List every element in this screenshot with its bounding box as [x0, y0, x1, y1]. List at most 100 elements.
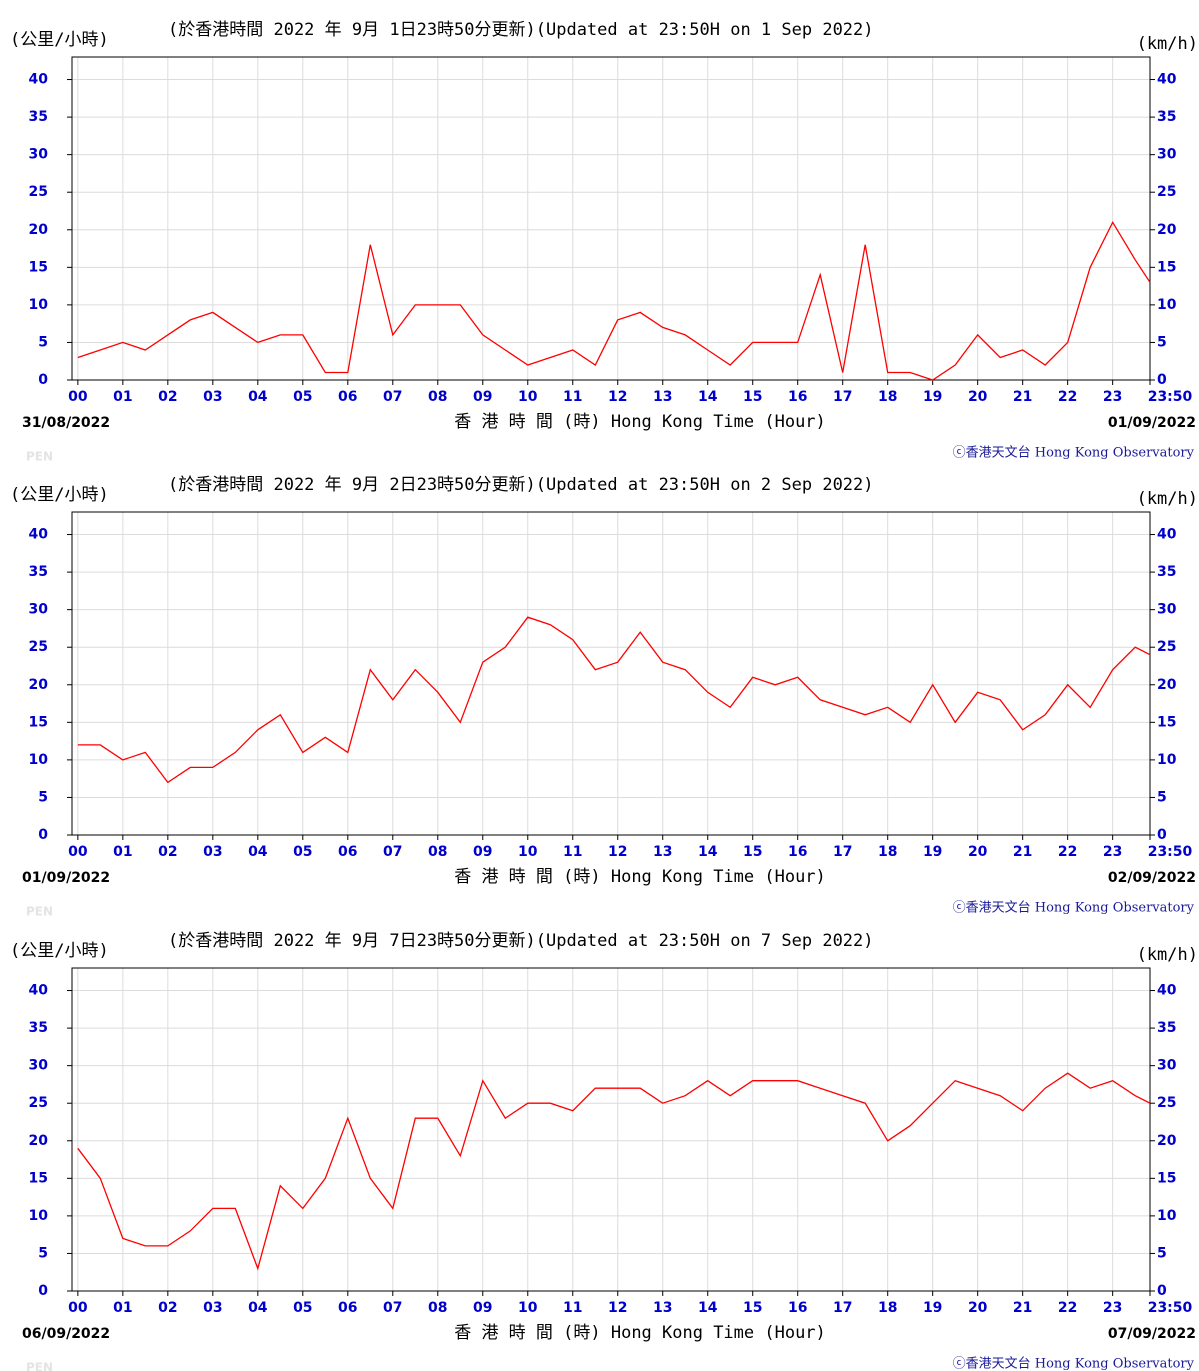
end-date: 02/09/2022: [1108, 870, 1196, 886]
x-tick-label: 07: [383, 389, 402, 405]
end-date: 01/09/2022: [1108, 415, 1196, 431]
plot-area: [72, 57, 1150, 380]
y-unit-left: (公里/小時): [10, 941, 109, 961]
x-tick-label: 20: [968, 1300, 988, 1316]
y-tick-label: 30: [29, 1058, 49, 1074]
x-tick-label: 09: [473, 1300, 492, 1316]
x-tick-label: 23:50: [1148, 389, 1193, 405]
x-tick-label: 09: [473, 844, 492, 860]
x-tick-label: 10: [518, 1300, 538, 1316]
x-tick-label: 01: [113, 1300, 132, 1316]
y-tick-label: 10: [29, 297, 49, 313]
y-tick-label: 35: [29, 1020, 48, 1036]
x-tick-label: 17: [833, 1300, 852, 1316]
chart-title: (於香港時間 2022 年 9月 2日23時50分更新)(Updated at …: [168, 475, 874, 495]
chart-title: (於香港時間 2022 年 9月 1日23時50分更新)(Updated at …: [168, 20, 874, 40]
x-tick-label: 06: [338, 844, 357, 860]
x-tick-label: 06: [338, 389, 357, 405]
x-tick-label: 13: [653, 1300, 672, 1316]
x-tick-label: 22: [1058, 389, 1077, 405]
x-axis-label: 香 港 時 間 (時) Hong Kong Time (Hour): [454, 412, 826, 432]
y-tick-label: 20: [29, 1133, 49, 1149]
y-tick-label: 40: [29, 983, 49, 999]
x-axis-label: 香 港 時 間 (時) Hong Kong Time (Hour): [454, 867, 826, 887]
x-tick-label: 15: [743, 389, 762, 405]
x-tick-label: 01: [113, 389, 132, 405]
x-tick-label: 05: [293, 844, 312, 860]
y2-tick-label: 10: [1157, 297, 1177, 313]
x-tick-label: 08: [428, 844, 447, 860]
y2-tick-label: 15: [1157, 259, 1176, 275]
x-tick-label: 22: [1058, 1300, 1077, 1316]
x-tick-label: 14: [698, 389, 718, 405]
x-tick-label: 08: [428, 389, 447, 405]
x-tick-label: 02: [158, 1300, 177, 1316]
credit: ⓒ香港天文台 Hong Kong Observatory: [953, 901, 1195, 916]
y2-tick-label: 40: [1157, 72, 1177, 88]
y2-tick-label: 5: [1157, 789, 1167, 805]
y2-tick-label: 30: [1157, 1058, 1177, 1074]
x-tick-label: 00: [68, 389, 88, 405]
y-tick-label: 15: [29, 714, 48, 730]
plot-border: [71, 511, 1151, 836]
x-tick-label: 14: [698, 1300, 718, 1316]
y-tick-label: 10: [29, 752, 49, 768]
y2-tick-label: 5: [1157, 1245, 1167, 1261]
x-tick-label: 03: [203, 389, 222, 405]
wind-line: [77, 616, 1151, 784]
y2-tick-label: 10: [1157, 1208, 1177, 1224]
x-tick-label: 23: [1103, 844, 1122, 860]
y2-tick-label: 20: [1157, 1133, 1177, 1149]
x-tick-label: 03: [203, 1300, 222, 1316]
x-tick-label: 14: [698, 844, 718, 860]
x-tick-label: 07: [383, 1300, 402, 1316]
y2-tick-label: 35: [1157, 564, 1176, 580]
plot-area: [72, 968, 1150, 1291]
x-tick-label: 16: [788, 1300, 807, 1316]
x-tick-label: 19: [923, 1300, 942, 1316]
x-tick-label: 16: [788, 844, 807, 860]
plot-border: [71, 56, 1151, 381]
start-date: 06/09/2022: [22, 1326, 110, 1342]
x-tick-label: 00: [68, 844, 88, 860]
x-tick-label: 19: [923, 389, 942, 405]
y2-tick-label: 0: [1157, 827, 1167, 843]
wind-line: [77, 220, 1151, 381]
x-tick-label: 06: [338, 1300, 357, 1316]
end-date: 07/09/2022: [1108, 1326, 1196, 1342]
x-tick-label: 20: [968, 389, 988, 405]
y-tick-label: 5: [38, 1245, 48, 1261]
y-tick-label: 15: [29, 1170, 48, 1186]
plot-border: [71, 967, 1151, 1292]
y2-tick-label: 20: [1157, 222, 1177, 238]
x-tick-label: 02: [158, 389, 177, 405]
x-tick-label: 18: [878, 1300, 897, 1316]
x-tick-label: 15: [743, 1300, 762, 1316]
y2-tick-label: 25: [1157, 1095, 1176, 1111]
start-date: 31/08/2022: [22, 415, 110, 431]
x-tick-label: 12: [608, 844, 627, 860]
x-tick-label: 18: [878, 844, 897, 860]
y2-tick-label: 15: [1157, 1170, 1176, 1186]
x-tick-label: 05: [293, 389, 312, 405]
y2-tick-label: 35: [1157, 109, 1176, 125]
x-tick-label: 13: [653, 844, 672, 860]
y2-tick-label: 40: [1157, 527, 1177, 543]
x-tick-label: 23:50: [1148, 844, 1193, 860]
x-tick-label: 17: [833, 389, 852, 405]
y-tick-label: 25: [29, 1095, 48, 1111]
y-unit-right: (km/h): [1137, 945, 1198, 965]
y2-tick-label: 35: [1157, 1020, 1176, 1036]
x-tick-label: 22: [1058, 844, 1077, 860]
x-tick-label: 23: [1103, 389, 1122, 405]
y-tick-label: 30: [29, 602, 49, 618]
x-tick-label: 12: [608, 1300, 627, 1316]
y-tick-label: 0: [38, 1283, 48, 1299]
y-tick-label: 0: [38, 827, 48, 843]
x-tick-label: 03: [203, 844, 222, 860]
start-date: 01/09/2022: [22, 870, 110, 886]
y-tick-label: 35: [29, 564, 48, 580]
y2-tick-label: 5: [1157, 334, 1167, 350]
